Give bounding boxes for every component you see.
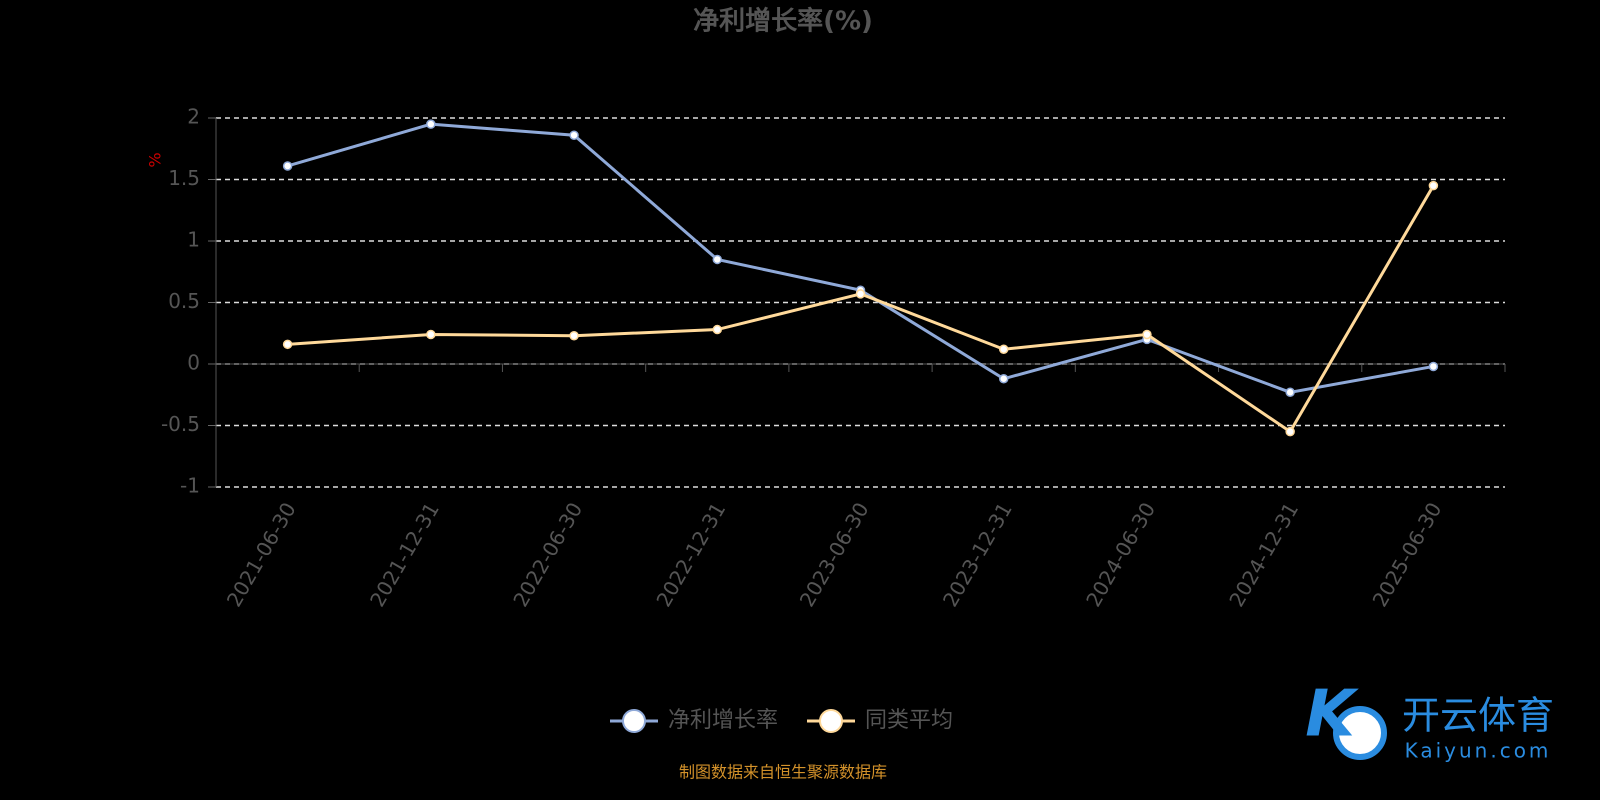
data-point <box>569 130 579 140</box>
legend-label: 净利增长率 <box>668 708 778 733</box>
x-tick-label: 2021-06-30 <box>222 498 301 611</box>
source-note: 制图数据来自恒生聚源数据库 <box>679 763 887 782</box>
chart-title: 净利增长率(%) <box>693 6 873 37</box>
watermark-url: Kaiyun.com <box>1405 739 1552 763</box>
x-tick-label: 2022-12-31 <box>651 498 730 611</box>
data-point <box>998 374 1009 384</box>
x-tick-label: 2025-06-30 <box>1368 498 1447 611</box>
data-point <box>712 324 723 335</box>
legend-label: 同类平均 <box>865 708 953 733</box>
data-point <box>426 119 436 129</box>
y-tick-label: 0.5 <box>168 289 200 313</box>
legend-marker <box>622 709 646 733</box>
y-tick-label: 0 <box>187 351 200 375</box>
series-line <box>287 122 1434 394</box>
data-point <box>282 161 293 171</box>
data-point <box>569 330 579 341</box>
logo-k: K <box>1305 678 1359 752</box>
data-point <box>1428 180 1439 191</box>
x-tick-label: 2022-06-30 <box>508 498 587 611</box>
y-tick-label: 2 <box>187 105 200 129</box>
x-tick-label: 2024-06-30 <box>1081 498 1160 611</box>
data-point <box>426 329 436 340</box>
y-tick-label: -0.5 <box>161 412 200 436</box>
data-point <box>1285 387 1295 398</box>
y-tick-label: 1.5 <box>168 166 200 190</box>
data-point <box>1428 361 1439 372</box>
watermark: K 开云体育 Kaiyun.com <box>1305 678 1554 763</box>
data-point <box>998 344 1009 354</box>
data-point <box>282 339 293 350</box>
x-tick-label: 2023-06-30 <box>795 498 874 611</box>
x-tick-label: 2024-12-31 <box>1224 498 1303 611</box>
series-line <box>287 184 1435 434</box>
x-tick-label: 2021-12-31 <box>365 498 444 611</box>
data-point <box>712 254 723 265</box>
data-point <box>1142 329 1152 340</box>
watermark-name: 开云体育 <box>1402 694 1554 738</box>
y-unit: % <box>146 152 165 167</box>
data-point <box>1285 426 1295 437</box>
x-tick-label: 2023-12-31 <box>938 498 1017 611</box>
y-tick-label: 1 <box>187 228 200 252</box>
legend-marker <box>819 709 843 733</box>
logo-ball <box>1333 706 1387 760</box>
data-point <box>855 289 866 299</box>
y-tick-label: -1 <box>180 474 200 498</box>
